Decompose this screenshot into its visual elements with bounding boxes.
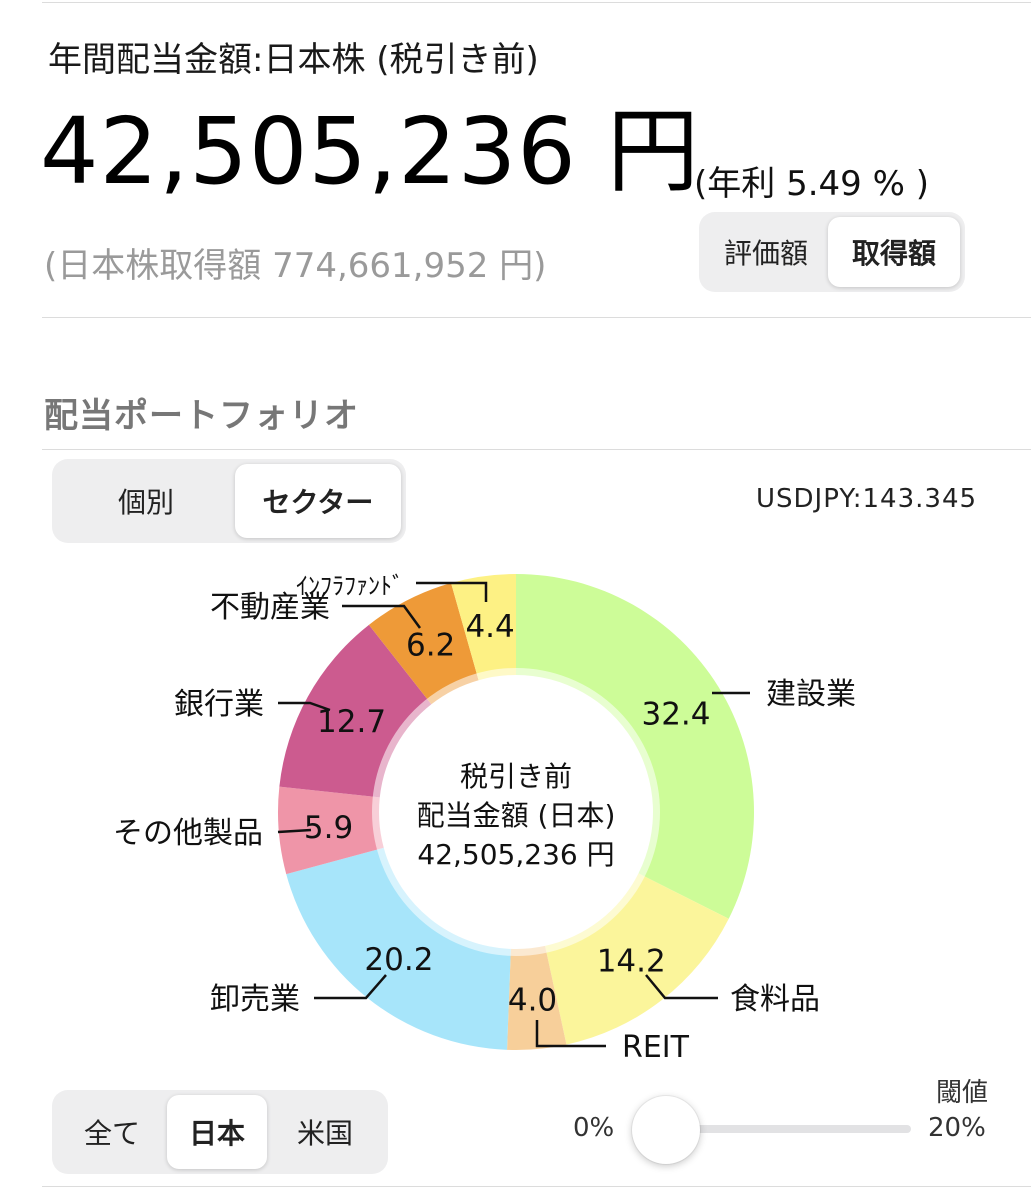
basis-option-valuation[interactable]: 評価額: [723, 237, 808, 270]
slice-value-label: 14.2: [597, 944, 666, 980]
slice-category-label: その他製品: [113, 816, 263, 851]
annual-yield: (年利 5.49 % ): [694, 164, 929, 204]
slice-value-label: 6.2: [406, 627, 455, 663]
slice-value-label: 4.4: [465, 609, 514, 645]
bottom-divider: [42, 1186, 1031, 1187]
leader-line: [645, 974, 718, 1000]
slice-value-label: 20.2: [364, 942, 433, 978]
annual-dividend-amount: 42,505,236 円: [40, 98, 700, 205]
slice-2[interactable]: [507, 945, 567, 1050]
top-divider: [42, 2, 1031, 3]
header-divider: [42, 317, 1031, 318]
slice-5[interactable]: [279, 624, 432, 798]
basis-option-acquisition[interactable]: 取得額: [828, 217, 960, 287]
slice-category-label: 建設業: [766, 677, 856, 712]
fx-rate: USDJPY:143.345: [756, 484, 978, 514]
slice-0[interactable]: [516, 574, 755, 919]
donut-hole: [388, 684, 644, 940]
view-option-individual[interactable]: 個別: [117, 486, 174, 519]
threshold-min-label: 0%: [573, 1113, 615, 1143]
slice-4[interactable]: [277, 786, 384, 875]
section-divider: [42, 449, 1031, 450]
region-toggle: 全て 日本 米国: [52, 1090, 388, 1174]
donut-center-text: 42,505,236 円: [417, 838, 614, 871]
threshold-label: 閾値: [936, 1078, 989, 1108]
slice-6[interactable]: [368, 583, 479, 705]
leader-line: [314, 974, 387, 1000]
leader-line: [277, 828, 312, 834]
leader-line: [278, 701, 331, 712]
slice-category-label: 食料品: [730, 982, 820, 1017]
view-option-sector[interactable]: セクター: [235, 464, 401, 538]
threshold-max-label: 20%: [928, 1113, 986, 1143]
threshold-slider-knob[interactable]: [632, 1096, 700, 1164]
threshold-slider-track[interactable]: [665, 1125, 911, 1133]
slice-category-label: ｲﾝﾌﾗﾌｧﾝﾄﾞ: [296, 572, 404, 600]
slice-value-label: 5.9: [304, 810, 353, 846]
slice-category-label: 銀行業: [174, 687, 264, 722]
slice-1[interactable]: [545, 873, 729, 1045]
slice-value-label: 32.4: [641, 696, 710, 732]
acquisition-amount: (日本株取得額 774,661,952 円): [44, 246, 547, 286]
leader-line: [342, 604, 422, 629]
basis-toggle: 評価額 取得額: [699, 212, 965, 292]
region-option-all[interactable]: 全て: [83, 1117, 140, 1150]
slice-7[interactable]: [451, 574, 516, 681]
region-option-japan[interactable]: 日本: [167, 1095, 267, 1169]
page-title: 年間配当金額:日本株 (税引き前): [48, 40, 539, 80]
donut-inner-ring: [372, 668, 660, 956]
region-option-us[interactable]: 米国: [296, 1117, 353, 1150]
section-title: 配当ポートフォリオ: [44, 396, 359, 436]
slice-category-label: 不動産業: [210, 590, 330, 625]
slice-value-label: 4.0: [508, 982, 557, 1018]
slice-3[interactable]: [286, 847, 511, 1050]
slice-category-label: REIT: [622, 1030, 690, 1065]
leader-line: [535, 1020, 606, 1048]
slice-category-label: 卸売業: [210, 982, 300, 1017]
sector-donut-chart: 32.4建設業14.2食料品4.0REIT20.2卸売業5.9その他製品12.7…: [113, 572, 856, 1065]
donut-center-text: 税引き前: [460, 760, 572, 793]
leader-line: [416, 581, 488, 602]
donut-center-text: 配当金額 (日本): [417, 799, 616, 832]
view-toggle: 個別 セクター: [52, 459, 406, 543]
